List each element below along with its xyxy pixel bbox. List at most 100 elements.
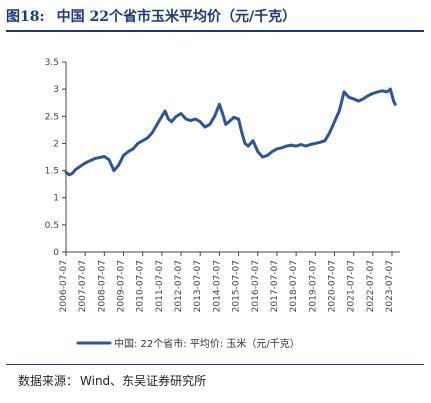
- data-point: [266, 154, 269, 157]
- series-line: [64, 87, 397, 177]
- data-point: [381, 89, 384, 92]
- x-tick-label: 2019-07-07: [308, 260, 318, 312]
- data-point: [280, 146, 283, 149]
- data-point: [386, 91, 389, 93]
- figure-title: 图18: 中国 22个省市玉米平均价（元/千克）: [6, 6, 296, 28]
- data-point: [240, 131, 243, 134]
- data-point: [194, 118, 197, 120]
- data-point: [333, 120, 336, 123]
- data-point: [314, 142, 317, 145]
- data-point: [164, 110, 166, 112]
- x-tick-label: 2008-07-07: [97, 260, 107, 312]
- x-tick-label: 2021-07-07: [347, 260, 357, 312]
- data-point: [68, 174, 70, 176]
- data-point: [113, 169, 115, 172]
- data-point: [122, 154, 125, 157]
- x-tick-label: 2023-07-07: [385, 260, 395, 312]
- data-point: [295, 145, 297, 147]
- y-tick-label: 3: [53, 85, 59, 95]
- x-tick-label: 2022-07-07: [366, 260, 376, 312]
- x-tick-label: 2017-07-07: [270, 260, 280, 312]
- data-point: [141, 139, 144, 142]
- data-point: [343, 91, 345, 93]
- data-point: [108, 158, 110, 161]
- data-point: [276, 148, 278, 150]
- x-tick-label: 2015-07-07: [232, 260, 242, 312]
- legend-label: 中国: 22个省市: 平均价: 玉米（元/千克）: [114, 337, 300, 350]
- y-tick-label: 3.5: [45, 58, 59, 68]
- data-point: [146, 137, 149, 139]
- data-point: [367, 94, 369, 97]
- data-point: [319, 141, 321, 144]
- y-tick-label: 1.5: [45, 167, 59, 177]
- data-point: [389, 88, 392, 90]
- data-point: [79, 165, 82, 168]
- title-divider: [6, 30, 424, 32]
- data-point: [151, 131, 154, 134]
- y-axis: 0 0.5 1 1.5 2 2.5 3 3.5: [45, 58, 67, 258]
- data-point: [98, 156, 101, 159]
- data-point: [362, 98, 365, 100]
- data-point: [309, 143, 312, 146]
- source-label: 数据来源：: [18, 374, 79, 388]
- data-point: [175, 115, 178, 118]
- data-point: [256, 150, 259, 153]
- data-point: [161, 115, 163, 118]
- data-point: [204, 126, 206, 128]
- data-point: [180, 112, 182, 115]
- data-point: [338, 110, 341, 112]
- x-tick-label: 2006-07-07: [59, 260, 69, 312]
- data-point: [352, 98, 355, 100]
- data-point: [304, 145, 307, 147]
- data-point: [156, 123, 158, 126]
- data-point: [189, 119, 192, 122]
- x-tick-label: 2011-07-07: [155, 260, 165, 312]
- series-layer: [64, 87, 397, 177]
- price-line-chart: 00.511.522.533.5 2006-07-07 2007-07-07 200…: [45, 58, 400, 350]
- data-point: [244, 142, 246, 145]
- data-point: [357, 100, 360, 102]
- data-point: [261, 156, 264, 158]
- source-note: 数据来源： Wind、东吴证券研究所: [18, 372, 206, 389]
- data-point: [65, 171, 67, 173]
- data-point: [221, 112, 224, 115]
- data-point: [199, 120, 202, 123]
- data-point: [209, 123, 211, 126]
- x-tick-label: 2010-07-07: [136, 260, 146, 312]
- data-point: [84, 162, 86, 164]
- data-point: [328, 131, 331, 134]
- data-point: [228, 120, 230, 123]
- data-point: [218, 103, 221, 106]
- data-point: [252, 139, 254, 142]
- data-point: [394, 103, 397, 106]
- data-point: [290, 144, 293, 146]
- data-point: [71, 172, 74, 175]
- x-tick-label: 2014-07-07: [212, 260, 222, 312]
- y-tick-label: 2: [53, 139, 59, 149]
- data-point: [127, 150, 130, 153]
- y-tick-label: 0: [53, 248, 59, 258]
- data-point: [300, 143, 302, 146]
- data-point: [392, 100, 395, 102]
- y-tick-label: 2.5: [45, 112, 59, 122]
- data-point: [271, 150, 273, 153]
- figure-number: 图18:: [6, 9, 45, 25]
- data-point: [137, 142, 139, 145]
- data-point: [225, 123, 227, 126]
- x-tick-label: 2018-07-07: [289, 260, 299, 312]
- data-point: [74, 168, 77, 171]
- x-axis: 2006-07-07 2007-07-07 2008-07-07 2009-07-07…: [59, 251, 400, 312]
- data-point: [232, 116, 235, 119]
- x-tick-label: 2012-07-07: [174, 260, 184, 312]
- x-tick-label: 2020-07-07: [327, 260, 337, 312]
- y-tick-label: 0.5: [45, 221, 59, 231]
- data-point: [348, 96, 350, 99]
- data-point: [89, 160, 91, 162]
- data-point: [117, 164, 120, 166]
- figure-title-text: 中国 22个省市玉米平均价（元/千克）: [56, 9, 297, 25]
- data-point: [324, 139, 326, 142]
- source-divider: [6, 364, 424, 365]
- source-text: Wind、东吴证券研究所: [80, 374, 207, 388]
- data-point: [103, 155, 106, 158]
- data-point: [167, 118, 170, 120]
